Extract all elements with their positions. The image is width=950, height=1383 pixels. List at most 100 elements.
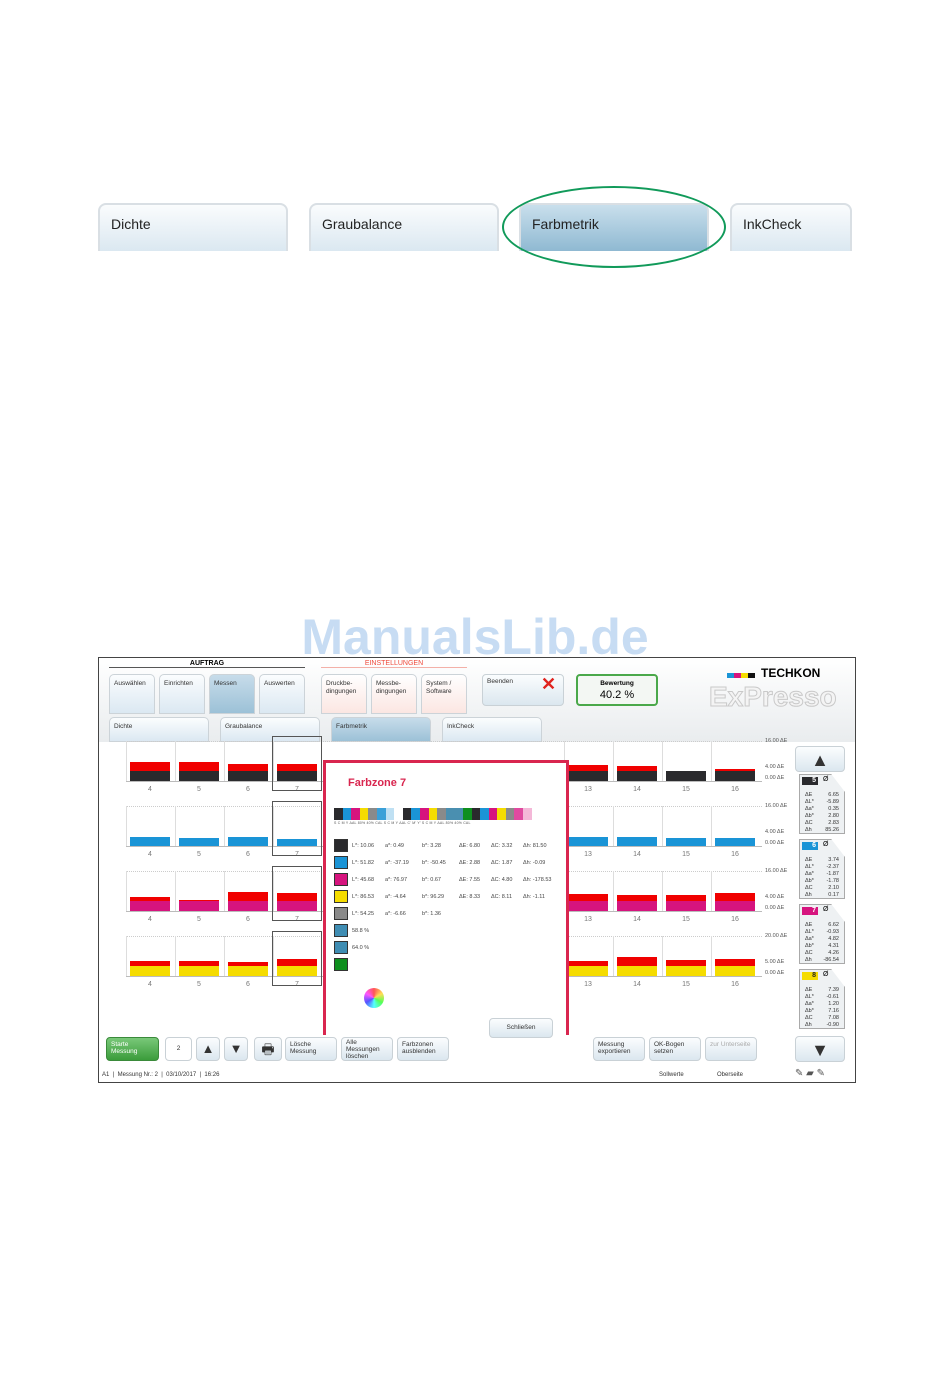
strip-swatch [394, 808, 403, 820]
selected-zone-frame[interactable] [272, 736, 322, 791]
value-dE: ΔE: 8.33 [459, 893, 481, 900]
subtab-dichte[interactable]: Dichte [109, 717, 209, 742]
bar-in-tolerance [179, 837, 219, 846]
metric-value: 4.82 [828, 936, 839, 942]
count-down-button[interactable]: ▼ [224, 1037, 248, 1061]
zone-label: 6 [246, 981, 250, 988]
nav-messen[interactable]: Messen [209, 674, 255, 714]
axis-label: 5.00 ΔE [765, 959, 785, 965]
bar-in-tolerance [666, 901, 706, 911]
metric-row: ΔE 6.65 [805, 792, 839, 798]
color-wheel-icon [364, 988, 384, 1008]
nav-auswaehlen[interactable]: Auswählen [109, 674, 155, 714]
strip-labels: S C M Y ΔAL 80% 40% CAL S C M Y ΔAL C' M… [334, 821, 471, 825]
metric-key: Δa* [805, 871, 814, 877]
measure-count-field[interactable]: 2 [165, 1037, 192, 1061]
zone-label: 5 [197, 851, 201, 858]
summary-card[interactable]: 6 Ø ΔE 3.74 ΔL* -2.37 Δa* -1.87 Δb* -1.78 ΔC 2.10 Δh… [799, 839, 845, 899]
metric-row: Δh -0.90 [805, 1022, 839, 1028]
underside-button[interactable]: zur Unterseite [705, 1037, 757, 1061]
metric-row: ΔE 3.74 [805, 857, 839, 863]
zone-label: 6 [246, 916, 250, 923]
subtab-graubalance[interactable]: Graubalance [220, 717, 320, 742]
bar-exceed [617, 957, 657, 966]
selected-zone-frame[interactable] [272, 801, 322, 856]
strip-swatch [471, 808, 481, 820]
bar-in-tolerance [666, 838, 706, 846]
summary-card[interactable]: 8 Ø ΔE 7.39 ΔL* -0.61 Δa* 1.20 Δb* 7.16 ΔC 7.08 Δh -0… [799, 969, 845, 1029]
export-button[interactable]: Messung exportieren [593, 1037, 645, 1061]
status-oberseite[interactable]: Oberseite [717, 1072, 744, 1078]
strip-swatch [359, 808, 369, 820]
product-logo: ExPresso [709, 681, 838, 712]
bar-in-tolerance [228, 901, 268, 911]
zone-cell [613, 871, 662, 911]
bar-exceed [228, 763, 268, 771]
bar-in-tolerance [568, 901, 608, 911]
hide-zones-button[interactable]: Farbzonen ausblenden [397, 1037, 449, 1061]
tab-dichte[interactable]: Dichte [98, 203, 288, 251]
metric-key: ΔC [805, 885, 813, 891]
tab-graubalance[interactable]: Graubalance [309, 203, 499, 251]
axis-label: 0.00 ΔE [765, 905, 785, 911]
selected-zone-frame[interactable] [272, 931, 322, 986]
bar-in-tolerance [130, 901, 170, 911]
scroll-up-button[interactable]: ▲ [795, 746, 845, 772]
color-swatch [334, 958, 348, 971]
subtab-inkcheck[interactable]: InkCheck [442, 717, 542, 742]
metric-key: Δa* [805, 806, 814, 812]
bar-in-tolerance [715, 771, 755, 781]
metric-key: Δh [805, 827, 812, 833]
zone-label: 13 [584, 851, 592, 858]
subtab-farbmetrik[interactable]: Farbmetrik [331, 717, 431, 742]
selected-zone-frame[interactable] [272, 866, 322, 921]
zone-label: 6 [246, 786, 250, 793]
bar-in-tolerance [666, 771, 706, 781]
zone-cell [613, 741, 662, 781]
axis-label: 16.00 ΔE [765, 738, 788, 744]
print-button[interactable]: 🖶 [254, 1037, 282, 1061]
summary-card[interactable]: 7 Ø ΔE 6.62 ΔL* -0.93 Δa* 4.82 Δb* 4.31 ΔC 4.26 Δh -8… [799, 904, 845, 964]
axis-label: 16.00 ΔE [765, 868, 788, 874]
count-up-button[interactable]: ▲ [196, 1037, 220, 1061]
delete-all-button[interactable]: Alle Messungen löschen [341, 1037, 393, 1061]
bar-exceed [568, 764, 608, 771]
zone-label: 13 [584, 981, 592, 988]
ok-sheet-button[interactable]: OK-Bogen setzen [649, 1037, 701, 1061]
metric-row: Δa* 1.20 [805, 1001, 839, 1007]
strip-swatch [488, 808, 498, 820]
metric-value: -0.93 [826, 929, 839, 935]
metric-row: Δa* -1.87 [805, 871, 839, 877]
settings-druckbedingungen[interactable]: Druckbe- dingungen [321, 674, 367, 714]
color-swatch [334, 890, 348, 903]
status-sollwerte[interactable]: Sollwerte [659, 1072, 684, 1078]
strip-swatch [514, 808, 524, 820]
close-button[interactable]: Schließen [489, 1018, 553, 1038]
strip-swatch [411, 808, 420, 820]
value-L: 64.0 % [352, 944, 370, 951]
zone-label: 5 [197, 916, 201, 923]
scroll-down-button[interactable]: ▼ [795, 1036, 845, 1062]
metric-key: ΔE [805, 792, 813, 798]
metric-value: -86.54 [823, 957, 839, 963]
nav-einrichten[interactable]: Einrichten [159, 674, 205, 714]
close-x-icon: ✕ [541, 674, 557, 694]
color-swatch [334, 873, 348, 886]
settings-messbedingungen[interactable]: Messbe- dingungen [371, 674, 417, 714]
start-measure-button[interactable]: Starte Messung [106, 1037, 159, 1061]
bar-in-tolerance [179, 901, 219, 911]
summary-card[interactable]: 5 Ø ΔE 6.65 ΔL* -5.89 Δa* 0.35 Δb* 2.80 ΔC 2.83 Δh 85… [799, 774, 845, 834]
axis-label: 20.00 ΔE [765, 933, 788, 939]
quit-button[interactable]: Beenden ✕ [482, 674, 564, 706]
highlight-ellipse [502, 186, 726, 268]
axis-label: 4.00 ΔE [765, 764, 785, 770]
nav-auswerten[interactable]: Auswerten [259, 674, 305, 714]
zone-cell [711, 936, 760, 976]
bar-exceed [179, 761, 219, 771]
axis-label: 0.00 ΔE [765, 775, 785, 781]
zone-cell [662, 806, 711, 846]
delete-measure-button[interactable]: Lösche Messung [285, 1037, 337, 1061]
settings-system-software[interactable]: System / Software [421, 674, 467, 714]
metric-key: Δb* [805, 813, 814, 819]
tab-inkcheck[interactable]: InkCheck [730, 203, 852, 251]
